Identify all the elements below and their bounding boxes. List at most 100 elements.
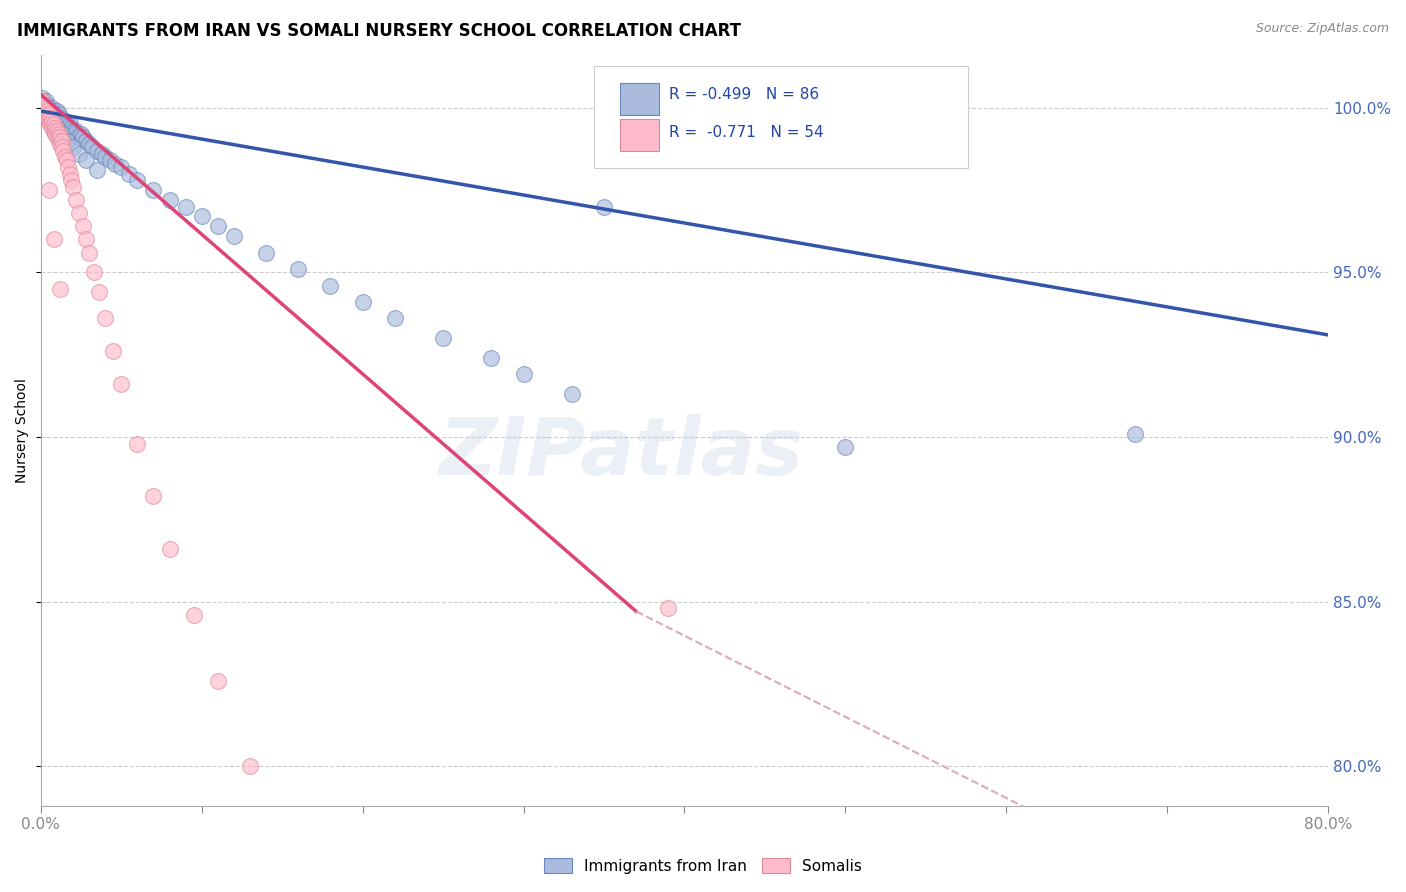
Point	[52, 144, 75, 158]
Point	[51, 114, 73, 128]
Point	[51, 134, 73, 148]
Point	[52, 117, 75, 131]
Point	[561, 387, 583, 401]
Point	[287, 845, 309, 859]
Point	[37, 104, 59, 119]
Point	[32, 97, 55, 112]
Point	[127, 173, 149, 187]
Point	[142, 489, 165, 503]
Point	[72, 219, 94, 234]
Point	[75, 232, 97, 246]
Point	[49, 117, 72, 131]
Point	[190, 210, 212, 224]
Point	[51, 140, 73, 154]
Point	[207, 673, 229, 688]
Point	[593, 200, 616, 214]
Point	[42, 117, 65, 131]
Point	[174, 200, 197, 214]
Point	[34, 107, 56, 121]
Point	[51, 120, 73, 135]
Point	[59, 124, 82, 138]
Point	[55, 134, 77, 148]
Point	[42, 232, 65, 246]
Point	[62, 124, 84, 138]
Point	[75, 153, 97, 168]
Point	[67, 147, 90, 161]
Point	[207, 219, 229, 234]
Point	[37, 97, 59, 112]
Point	[39, 111, 62, 125]
Point	[70, 127, 93, 141]
Point	[41, 107, 63, 121]
Point	[1123, 426, 1146, 441]
Legend: Immigrants from Iran, Somalis: Immigrants from Iran, Somalis	[538, 852, 868, 880]
Point	[37, 111, 59, 125]
Point	[38, 111, 60, 125]
Point	[37, 104, 59, 119]
Point	[48, 134, 70, 148]
Point	[87, 285, 110, 299]
Point	[53, 150, 76, 164]
Point	[45, 124, 67, 138]
Point	[39, 111, 62, 125]
Point	[45, 120, 67, 135]
Point	[98, 153, 121, 168]
Point	[39, 117, 62, 131]
Point	[86, 163, 108, 178]
FancyBboxPatch shape	[595, 66, 967, 168]
Text: R = -0.499   N = 86: R = -0.499 N = 86	[669, 87, 820, 103]
Point	[62, 179, 84, 194]
Point	[110, 377, 132, 392]
Point	[41, 120, 63, 135]
Point	[39, 111, 62, 125]
Text: Source: ZipAtlas.com: Source: ZipAtlas.com	[1256, 22, 1389, 36]
Point	[60, 173, 83, 187]
Point	[38, 114, 60, 128]
Text: IMMIGRANTS FROM IRAN VS SOMALI NURSERY SCHOOL CORRELATION CHART: IMMIGRANTS FROM IRAN VS SOMALI NURSERY S…	[17, 22, 741, 40]
Point	[41, 114, 63, 128]
Point	[42, 104, 65, 119]
Point	[60, 120, 83, 135]
Point	[104, 157, 127, 171]
Point	[31, 91, 53, 105]
Point	[49, 136, 72, 151]
Point	[31, 94, 53, 108]
Point	[37, 111, 59, 125]
Bar	[620, 83, 659, 115]
Point	[65, 124, 87, 138]
Point	[34, 94, 56, 108]
Point	[32, 104, 55, 119]
Point	[56, 120, 79, 135]
Point	[38, 101, 60, 115]
Point	[55, 124, 77, 138]
Point	[52, 124, 75, 138]
Point	[45, 104, 67, 119]
Point	[32, 97, 55, 112]
Point	[44, 120, 66, 135]
Point	[432, 331, 454, 345]
Point	[53, 120, 76, 135]
Point	[77, 245, 100, 260]
Point	[82, 140, 104, 154]
Point	[55, 117, 77, 131]
Point	[142, 183, 165, 197]
Point	[63, 127, 86, 141]
Point	[159, 193, 181, 207]
Point	[51, 127, 73, 141]
Point	[38, 107, 60, 121]
Point	[42, 111, 65, 125]
Point	[512, 368, 534, 382]
Point	[384, 311, 406, 326]
Point	[44, 114, 66, 128]
Point	[42, 117, 65, 131]
Point	[75, 134, 97, 148]
Point	[34, 107, 56, 121]
Point	[44, 107, 66, 121]
Point	[66, 130, 89, 145]
Point	[49, 111, 72, 125]
Point	[657, 601, 679, 615]
Point	[94, 311, 117, 326]
Point	[48, 127, 70, 141]
Bar	[620, 119, 659, 152]
Point	[38, 107, 60, 121]
